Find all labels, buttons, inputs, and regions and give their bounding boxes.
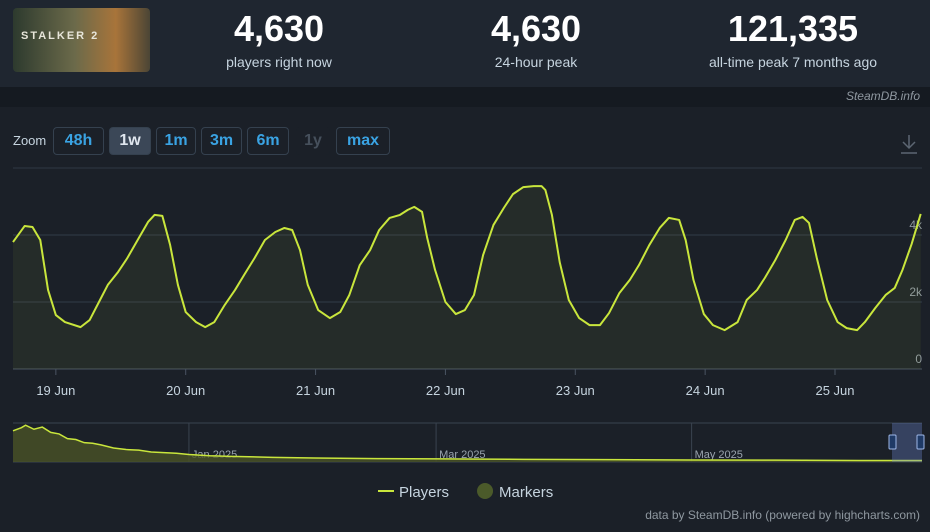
x-tick-label: 22 Jun bbox=[426, 383, 465, 398]
line-series bbox=[12, 185, 922, 332]
credit[interactable]: data by SteamDB.info (powered by highcha… bbox=[645, 508, 920, 522]
zoom-button[interactable]: 3m bbox=[201, 127, 242, 155]
stat-value: 121,335 bbox=[727, 8, 859, 49]
source-label[interactable]: SteamDB.info bbox=[845, 89, 920, 103]
navigator-handle[interactable] bbox=[888, 434, 897, 450]
header: STALKER 2 4,630 players right now 4,630 24-… bbox=[0, 0, 930, 87]
y-tick-label: 4k bbox=[909, 218, 923, 232]
source-band bbox=[0, 87, 930, 107]
navigator-handle[interactable] bbox=[916, 434, 925, 450]
legend-item[interactable]: Players bbox=[378, 484, 449, 501]
zoom-button[interactable]: 1m bbox=[156, 127, 196, 155]
x-tick-label: 20 Jun bbox=[166, 383, 205, 398]
zoom-button[interactable]: 6m bbox=[247, 127, 289, 155]
navigator-line bbox=[12, 424, 923, 462]
zoom-label: Zoom bbox=[13, 133, 47, 148]
stat: 121,335 all-time peak 7 months ago bbox=[673, 8, 913, 70]
x-tick-label: 19 Jun bbox=[36, 383, 75, 398]
download-arrow-head bbox=[902, 141, 916, 150]
navigator-area bbox=[13, 425, 922, 462]
x-tick-label: 21 Jun bbox=[296, 383, 335, 398]
navigator-x-label: May 2025 bbox=[695, 449, 743, 461]
download-icon[interactable] bbox=[901, 135, 917, 154]
zoom-button[interactable]: 48h bbox=[53, 127, 104, 155]
y-tick-label: 2k bbox=[909, 285, 923, 299]
x-tick-label: 24 Jun bbox=[686, 383, 725, 398]
zoom-button: 1y bbox=[296, 127, 330, 155]
y-tick-label: 0 bbox=[915, 352, 922, 366]
zoom-button[interactable]: 1w bbox=[109, 127, 151, 155]
x-tick-label: 23 Jun bbox=[556, 383, 595, 398]
legend-item[interactable]: Markers bbox=[477, 483, 553, 501]
stat-label: players right now bbox=[226, 54, 332, 70]
stat-value: 4,630 bbox=[233, 8, 325, 49]
game-logo[interactable]: STALKER 2 bbox=[13, 8, 150, 72]
stat-label: all-time peak 7 months ago bbox=[708, 54, 878, 70]
zoom-button[interactable]: max bbox=[336, 127, 390, 155]
x-tick-label: 25 Jun bbox=[815, 383, 854, 398]
legend-marker bbox=[477, 483, 494, 499]
navigator-x-label: Mar 2025 bbox=[439, 449, 485, 461]
logo-text: STALKER 2 bbox=[21, 30, 100, 42]
stat: 4,630 players right now bbox=[159, 8, 399, 70]
legend-label: Markers bbox=[499, 484, 553, 501]
legend-label: Players bbox=[399, 484, 449, 501]
stat: 4,630 24-hour peak bbox=[416, 8, 656, 70]
stat-value: 4,630 bbox=[490, 8, 582, 49]
stat-label: 24-hour peak bbox=[494, 54, 578, 70]
area-fill bbox=[13, 186, 921, 369]
